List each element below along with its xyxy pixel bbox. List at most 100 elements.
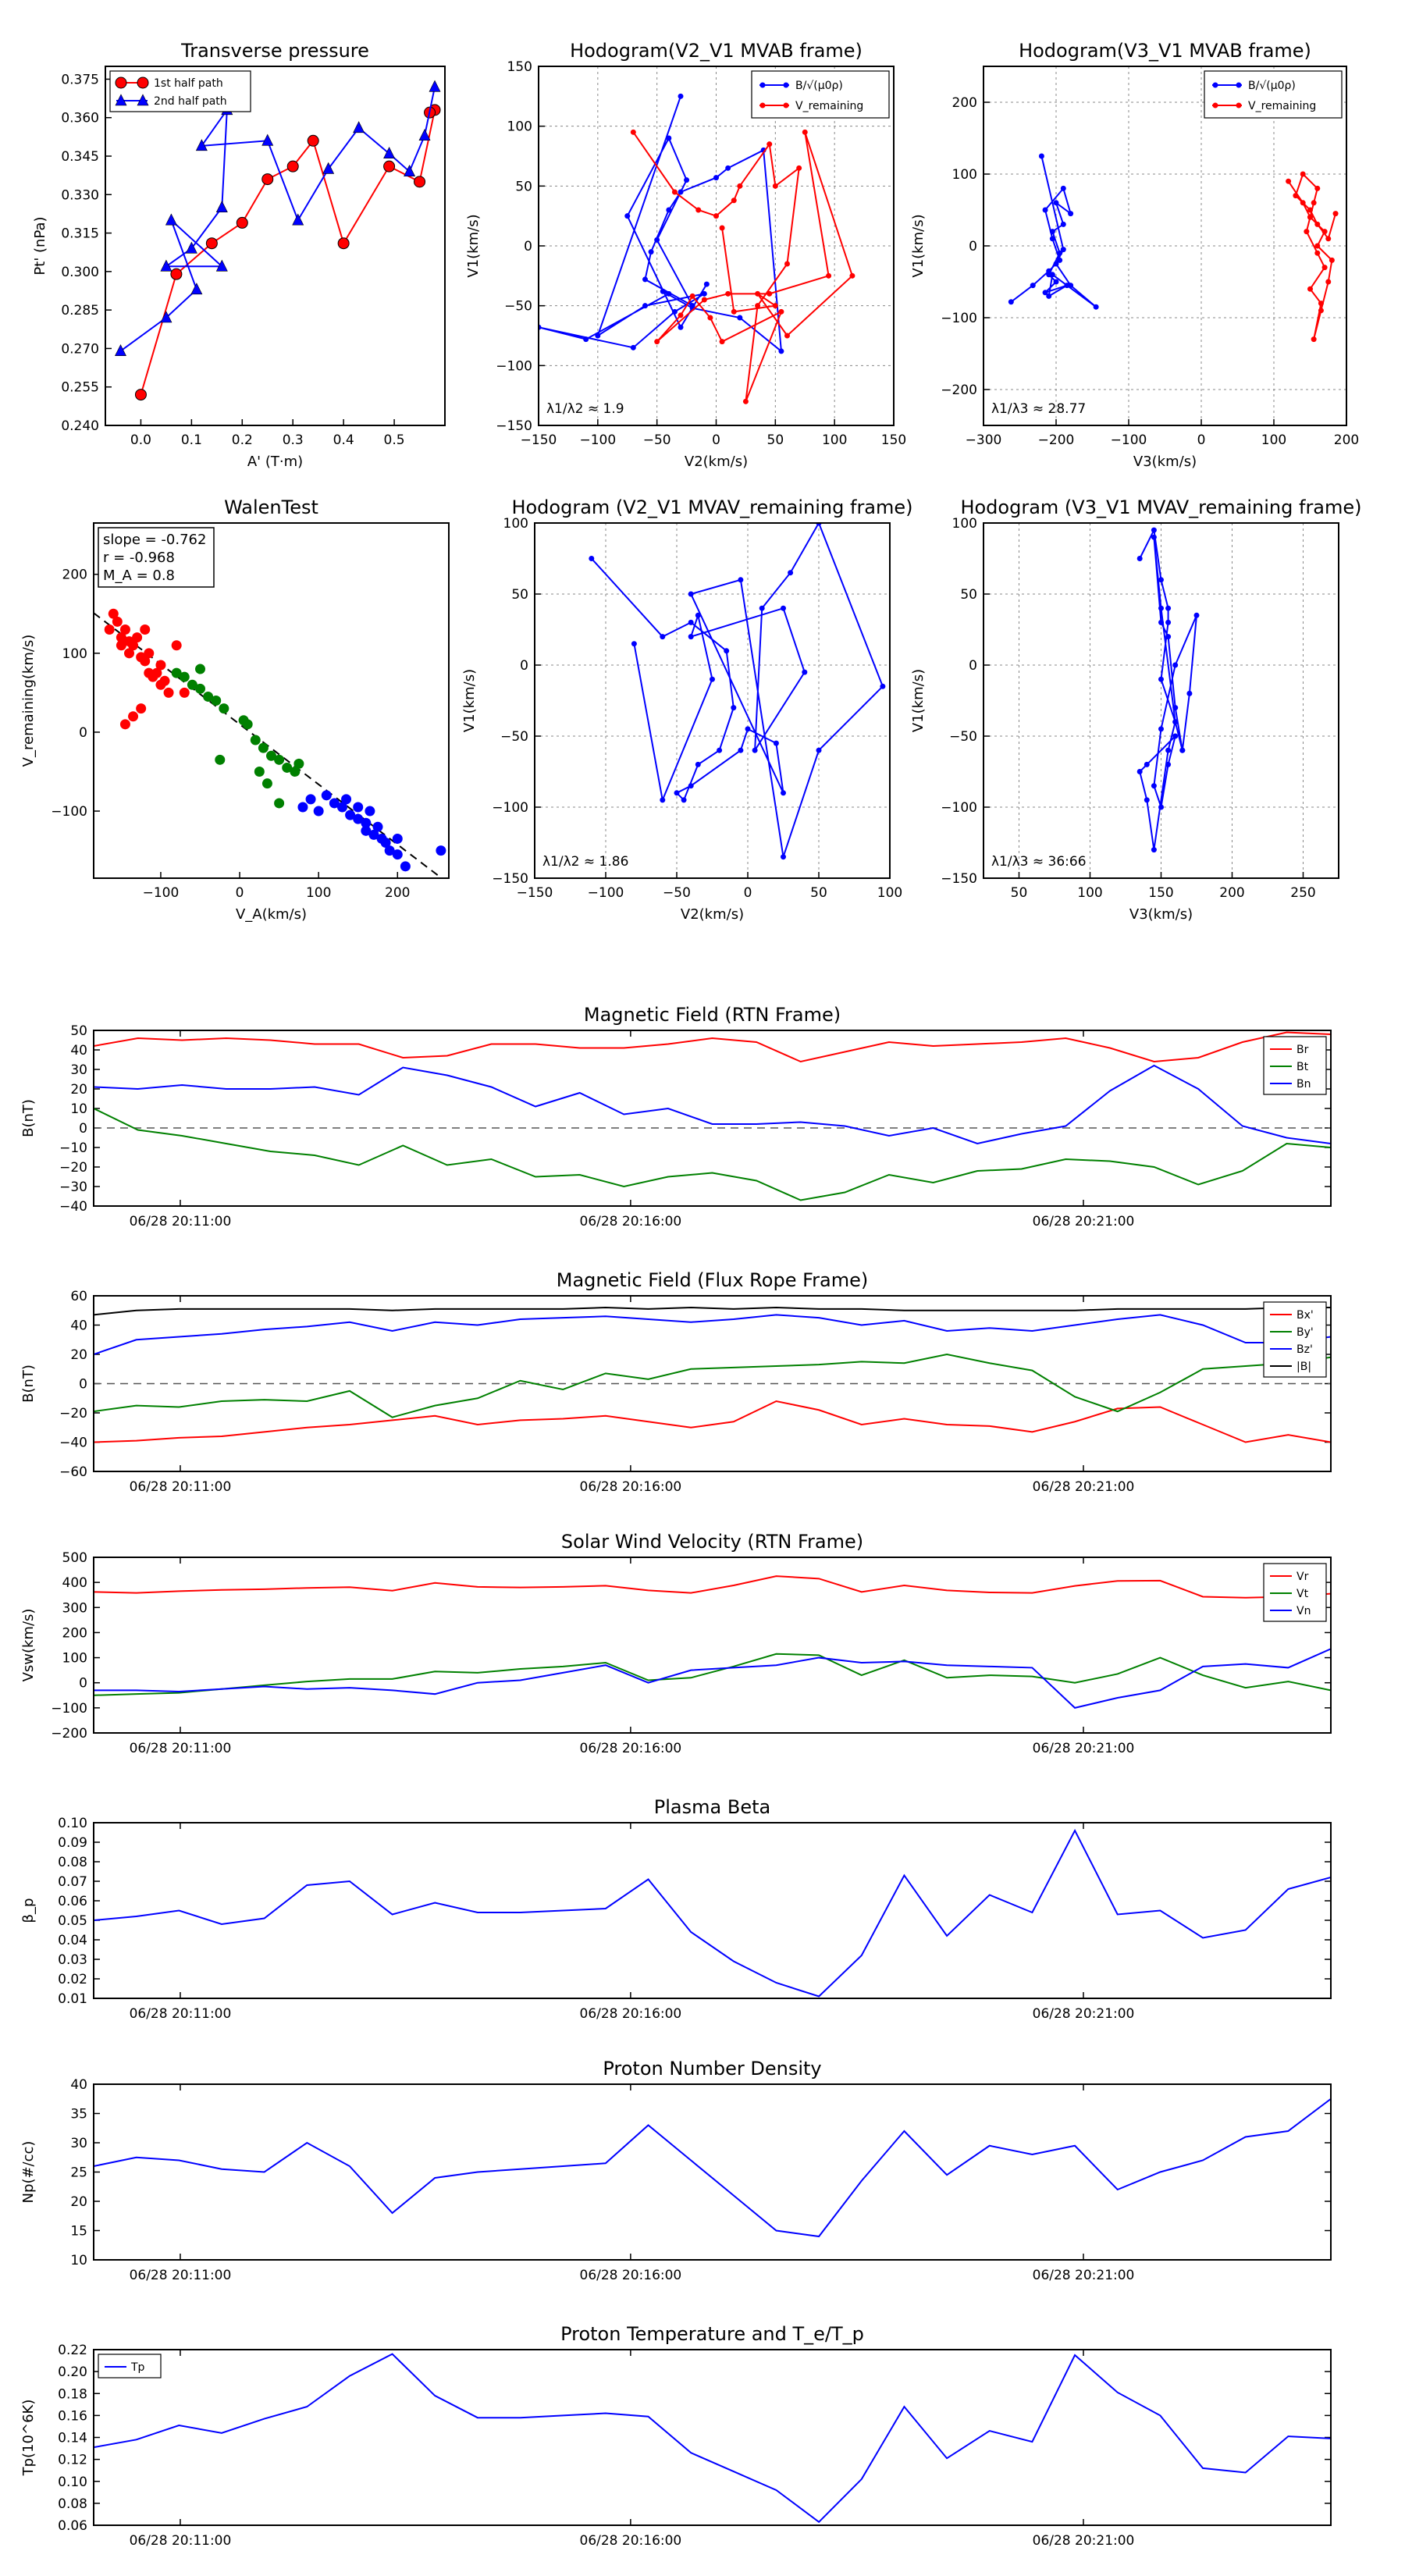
data-point (1314, 250, 1321, 256)
x-tick-label: 06/28 20:21:00 (1033, 1214, 1135, 1229)
y-tick-label: 100 (507, 119, 532, 135)
data-point (203, 691, 214, 702)
data-point (185, 241, 197, 254)
series-line-By' (94, 1353, 1331, 1418)
data-point (215, 259, 228, 272)
data-point (305, 794, 316, 805)
y-tick-label: −100 (941, 311, 977, 326)
data-point (286, 160, 299, 173)
y-tick-label: 0.04 (58, 1933, 87, 1948)
y-tick-label: −150 (941, 871, 977, 887)
y-tick-label: −40 (59, 1199, 87, 1215)
x-tick-label: 0.1 (181, 432, 202, 448)
data-point (719, 225, 725, 231)
y-tick-label: 50 (511, 587, 528, 603)
y-tick-label: 0 (969, 239, 977, 254)
data-point (737, 183, 743, 189)
data-point (116, 632, 126, 643)
y-tick-label: 60 (70, 1289, 87, 1304)
x-axis-label: A' (T·m) (247, 454, 303, 470)
data-point (1060, 185, 1066, 191)
data-point (1212, 82, 1218, 88)
data-point (666, 135, 672, 141)
data-point (115, 94, 127, 106)
y-tick-label: −30 (59, 1179, 87, 1195)
y-tick-label: −60 (59, 1464, 87, 1480)
data-point (666, 290, 672, 297)
data-point (1325, 279, 1332, 285)
legend-label: Tp (130, 2361, 145, 2374)
x-axis-label: V_A(km/s) (236, 906, 307, 923)
x-tick-label: 100 (877, 885, 902, 901)
data-point (678, 93, 684, 99)
data-point (236, 216, 248, 229)
data-point (783, 82, 789, 88)
x-tick-label: 06/28 20:16:00 (580, 2006, 682, 2022)
data-point (116, 640, 126, 651)
plot-area (589, 523, 886, 860)
data-point (688, 591, 694, 597)
x-tick-label: 06/28 20:11:00 (130, 1741, 232, 1756)
data-point (187, 679, 197, 690)
x-axis-label: V3(km/s) (1129, 906, 1193, 923)
y-tick-label: 0.300 (61, 265, 99, 280)
x-tick-label: 06/28 20:21:00 (1033, 1741, 1135, 1756)
data-point (322, 162, 335, 174)
data-point (1212, 102, 1218, 109)
data-point (250, 735, 261, 745)
y-tick-label: 0.02 (58, 1972, 87, 1987)
y-tick-label: 0.06 (58, 2518, 87, 2534)
x-tick-label: 0.2 (232, 432, 253, 448)
x-tick-label: 50 (767, 432, 784, 448)
data-point (671, 189, 678, 195)
data-point (1321, 265, 1328, 271)
x-tick-label: 100 (306, 885, 331, 901)
data-point (738, 747, 744, 753)
y-tick-label: 100 (952, 167, 977, 183)
data-point (688, 634, 694, 640)
x-tick-label: 06/28 20:21:00 (1033, 2006, 1135, 2022)
data-point (731, 308, 737, 315)
y-tick-label: 0.360 (61, 111, 99, 126)
plot-area (539, 93, 855, 404)
y-tick-label: 500 (62, 1550, 87, 1566)
y-axis-label: B(nT) (20, 1099, 37, 1137)
x-tick-label: 0.3 (283, 432, 304, 448)
series-line-2nd half path (119, 87, 436, 352)
data-point (380, 838, 391, 848)
data-point (684, 177, 690, 183)
data-point (1136, 769, 1143, 774)
legend-box (109, 70, 251, 112)
y-tick-label: 25 (70, 2165, 87, 2181)
y-axis-label: V1(km/s) (465, 214, 482, 277)
data-point (759, 82, 766, 88)
data-point (583, 336, 589, 343)
data-point (710, 676, 715, 682)
data-point (880, 683, 886, 689)
data-point (292, 213, 304, 226)
data-point (1158, 619, 1164, 625)
y-axis-label: Pt' (nPa) (32, 216, 48, 275)
data-point (179, 687, 190, 698)
data-point (802, 129, 808, 135)
y-tick-label: 0.16 (58, 2408, 87, 2424)
legend-label: B/√(μ0ρ) (795, 80, 843, 92)
data-point (195, 683, 205, 694)
legend: 1st half path 2nd half path (109, 70, 251, 112)
y-tick-label: 200 (62, 568, 87, 583)
data-point (1008, 299, 1014, 305)
legend: Tp (98, 2354, 162, 2379)
data-point (144, 648, 155, 659)
chart-title: Hodogram (V3_V1 MVAV_remaining frame) (960, 496, 1361, 518)
x-tick-label: 0 (744, 885, 752, 901)
plot-frame (538, 66, 895, 426)
data-point (826, 272, 832, 279)
chart-ts_fr: −60 −40 −20 0 20 40 60 06/28 20:11:00 06/28 20:1… (20, 1269, 1332, 1495)
x-tick-label: 06/28 20:21:00 (1033, 1479, 1135, 1495)
y-tick-label: 0.375 (61, 72, 99, 87)
y-axis-label: β_p (20, 1898, 37, 1923)
data-point (163, 687, 174, 698)
y-tick-label: −50 (504, 299, 532, 315)
x-tick-label: 06/28 20:21:00 (1033, 2268, 1135, 2283)
y-tick-label: 200 (952, 95, 977, 111)
